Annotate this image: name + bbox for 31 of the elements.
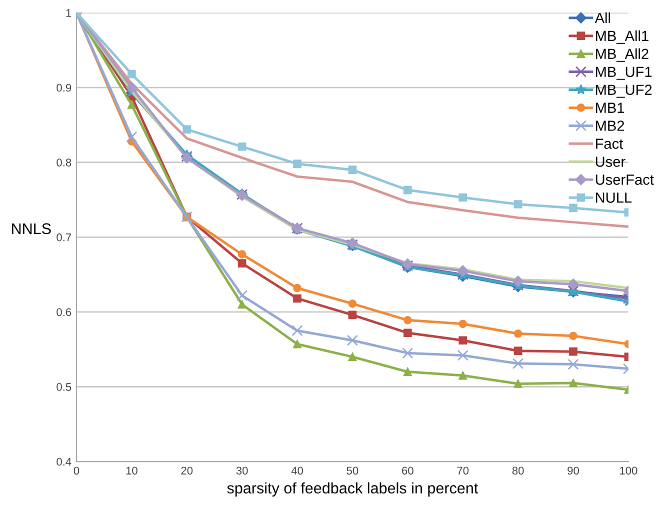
y-tick-label: 0.7	[56, 233, 72, 242]
legend-label: MB_UF2	[596, 84, 652, 98]
legend-label: MB_All1	[596, 30, 648, 44]
x-tick-label: 0	[74, 466, 80, 475]
x-tick-label: 10	[126, 466, 138, 475]
legend-label: MB1	[596, 102, 624, 113]
x-tick-label: 90	[568, 466, 579, 475]
x-axis-title: sparsity of feedback labels in percent	[227, 482, 478, 497]
legend-label: All	[594, 12, 610, 23]
legend-label: MB2	[596, 120, 624, 131]
x-tick-label: 20	[181, 466, 193, 475]
y-tick-label: 1	[66, 9, 72, 17]
y-tick-label: 0.8	[56, 158, 72, 166]
y-tick-label: 0.6	[56, 308, 72, 316]
legend-label: NULL	[596, 192, 632, 203]
x-tick-label: 100	[620, 466, 638, 475]
legend-label: UserFact	[596, 174, 654, 185]
y-tick-label: 0.4	[56, 458, 72, 466]
x-tick-label: 60	[402, 466, 414, 475]
y-tick-label: 0.5	[56, 383, 72, 391]
x-tick-label: 30	[236, 466, 248, 475]
x-tick-label: 40	[291, 466, 303, 475]
y-tick-label: 0.9	[56, 84, 72, 92]
legend-label: MB_All2	[596, 48, 648, 62]
x-tick-label: 50	[346, 466, 358, 475]
x-tick-label: 80	[512, 466, 524, 475]
legend-label: Fact	[596, 138, 624, 149]
legend-label: MB_UF1	[596, 66, 652, 80]
x-tick-label: 70	[457, 466, 469, 475]
legend-label: User	[596, 156, 626, 167]
y-axis-title: NNLS	[12, 223, 51, 234]
